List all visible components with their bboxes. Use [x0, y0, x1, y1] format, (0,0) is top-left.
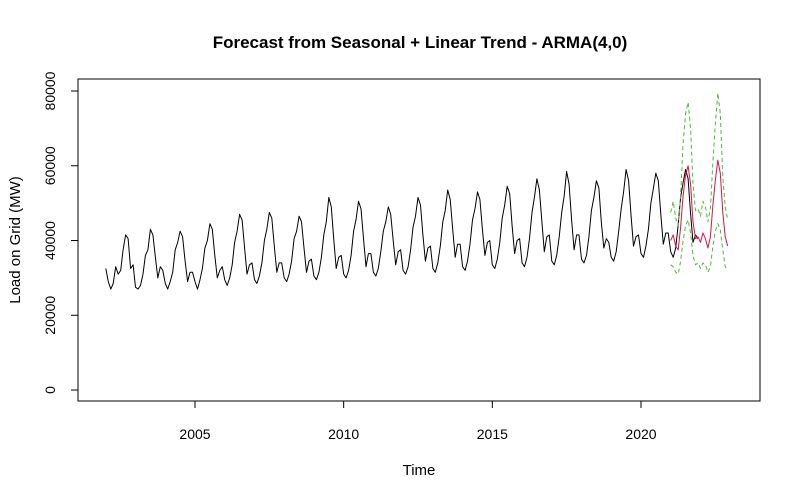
y-tick-label: 60000 [42, 146, 58, 185]
series-line-1 [670, 159, 729, 251]
x-tick-label: 2015 [477, 426, 508, 442]
y-tick-label: 0 [42, 386, 58, 394]
y-tick-label: 80000 [42, 71, 58, 110]
x-tick-label: 2010 [328, 426, 359, 442]
x-tick-label: 2005 [179, 426, 210, 442]
y-axis: 0 20000 40000 60000 80000 [42, 71, 79, 394]
series-line-2 [670, 92, 729, 227]
x-axis-label: Time [403, 462, 436, 479]
y-tick-label: 40000 [42, 221, 58, 260]
plot-area [77, 78, 761, 402]
series-layer [105, 92, 729, 290]
x-axis: 2005 2010 2015 2020 [179, 400, 657, 442]
x-tick-label: 2020 [625, 426, 656, 442]
series-line-3 [670, 219, 729, 275]
y-axis-label: Load on Grid (MW) [7, 176, 24, 304]
chart-title: Forecast from Seasonal + Linear Trend - … [213, 33, 628, 52]
y-tick-label: 20000 [42, 296, 58, 335]
series-line-0 [105, 169, 699, 290]
plot-frame [77, 78, 761, 402]
